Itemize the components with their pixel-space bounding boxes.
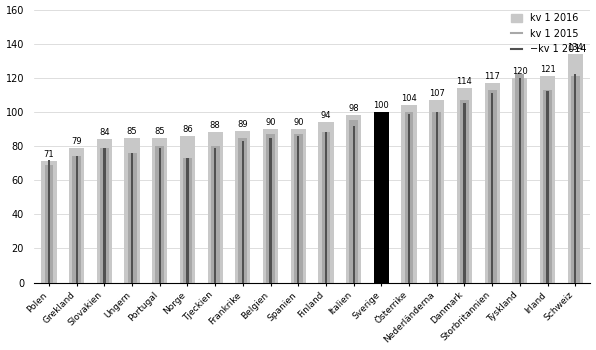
Bar xyxy=(269,138,272,282)
Bar xyxy=(183,158,192,282)
Bar xyxy=(488,90,496,282)
Text: 79: 79 xyxy=(72,137,82,146)
Bar xyxy=(214,148,216,282)
Text: 94: 94 xyxy=(321,111,331,120)
Bar xyxy=(97,139,112,282)
Bar xyxy=(432,112,441,282)
Bar xyxy=(238,138,247,282)
Bar xyxy=(540,76,555,282)
Bar xyxy=(45,165,54,282)
Bar xyxy=(408,114,410,282)
Bar xyxy=(72,156,81,282)
Text: 121: 121 xyxy=(539,65,555,74)
Text: 120: 120 xyxy=(512,67,527,76)
Bar xyxy=(294,134,303,282)
Bar xyxy=(547,91,549,282)
Text: 98: 98 xyxy=(348,104,359,113)
Bar xyxy=(325,132,327,282)
Bar xyxy=(263,129,278,282)
Bar xyxy=(159,148,161,282)
Bar xyxy=(125,138,139,282)
Text: 85: 85 xyxy=(127,126,138,135)
Bar xyxy=(103,148,105,282)
Bar xyxy=(297,136,299,282)
Text: 114: 114 xyxy=(457,77,472,86)
Text: 84: 84 xyxy=(99,128,110,137)
Text: 100: 100 xyxy=(374,101,389,110)
Bar xyxy=(235,131,250,282)
Bar xyxy=(374,112,389,282)
Bar xyxy=(491,93,493,282)
Bar xyxy=(187,158,188,282)
Bar xyxy=(380,112,383,282)
Bar xyxy=(436,112,438,282)
Bar xyxy=(574,75,576,282)
Bar xyxy=(457,88,472,282)
Bar xyxy=(460,100,469,282)
Bar xyxy=(207,132,223,282)
Bar xyxy=(41,161,57,282)
Bar xyxy=(156,146,164,282)
Text: 104: 104 xyxy=(401,94,417,103)
Text: 88: 88 xyxy=(210,121,221,131)
Text: 89: 89 xyxy=(238,120,248,129)
Bar xyxy=(377,112,386,282)
Text: 71: 71 xyxy=(44,150,54,159)
Bar xyxy=(571,76,580,282)
Bar xyxy=(519,78,521,282)
Bar xyxy=(211,146,219,282)
Bar xyxy=(516,75,524,282)
Bar xyxy=(131,153,133,282)
Bar xyxy=(485,83,499,282)
Bar xyxy=(353,126,355,282)
Bar xyxy=(100,148,109,282)
Text: 86: 86 xyxy=(182,125,193,134)
Bar xyxy=(321,132,330,282)
Text: 107: 107 xyxy=(429,89,445,98)
Bar xyxy=(346,116,361,282)
Legend: kv 1 2016, kv 1 2015, −kv 1 2014: kv 1 2016, kv 1 2015, −kv 1 2014 xyxy=(507,9,591,58)
Text: 117: 117 xyxy=(484,72,500,81)
Bar xyxy=(152,138,167,282)
Bar xyxy=(463,103,465,282)
Bar xyxy=(567,54,583,282)
Bar xyxy=(543,90,552,282)
Bar xyxy=(291,129,306,282)
Bar xyxy=(48,160,50,282)
Bar xyxy=(242,141,244,282)
Bar xyxy=(429,100,445,282)
Bar xyxy=(512,78,527,282)
Text: 85: 85 xyxy=(154,126,165,135)
Text: 90: 90 xyxy=(293,118,303,127)
Text: 134: 134 xyxy=(567,43,583,52)
Bar xyxy=(76,156,78,282)
Bar xyxy=(180,136,195,282)
Bar xyxy=(402,105,417,282)
Bar xyxy=(69,148,84,282)
Bar xyxy=(349,120,358,282)
Text: 90: 90 xyxy=(265,118,276,127)
Bar xyxy=(266,134,275,282)
Bar xyxy=(128,153,136,282)
Bar xyxy=(318,122,334,282)
Bar xyxy=(405,112,414,282)
